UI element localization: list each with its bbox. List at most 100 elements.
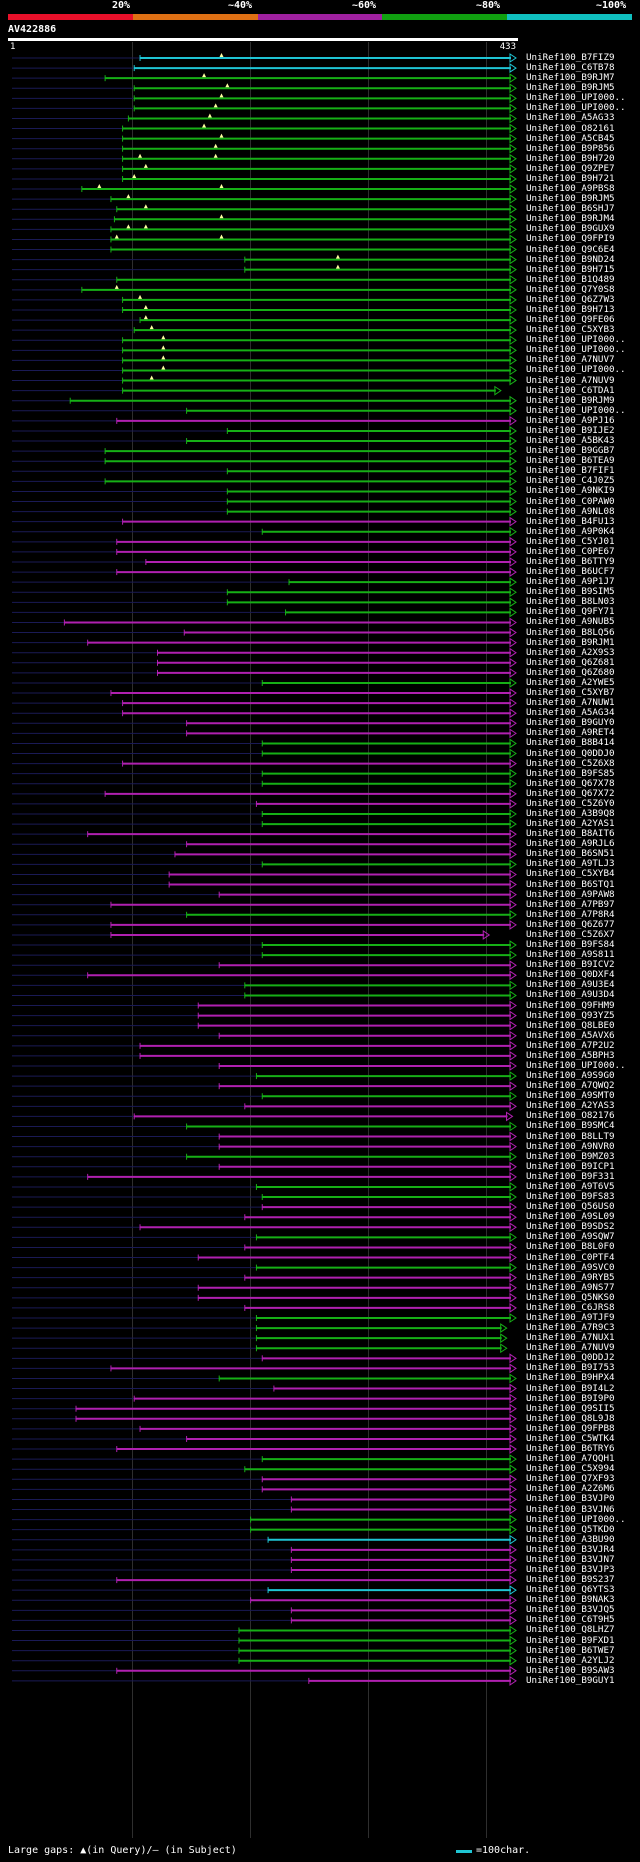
- hit-label[interactable]: UniRef100_A7P2U2: [526, 1039, 615, 1051]
- hit-label[interactable]: UniRef100_B4FU13: [526, 515, 615, 527]
- hit-label[interactable]: UniRef100_A9TLJ3: [526, 858, 615, 870]
- hit-label[interactable]: UniRef100_A9PAW8: [526, 888, 615, 900]
- hit-label[interactable]: UniRef100_B3VJQ5: [526, 1604, 615, 1616]
- hit-label[interactable]: UniRef100_A7QQH1: [526, 1453, 615, 1465]
- hit-label[interactable]: UniRef100_A9PJ16: [526, 414, 615, 426]
- hit-label[interactable]: UniRef100_C5X994: [526, 1463, 615, 1475]
- hit-label[interactable]: UniRef100_B9FXD1: [526, 1634, 615, 1646]
- hit-label[interactable]: UniRef100_Q6Z7W3: [526, 293, 615, 305]
- hit-label[interactable]: UniRef100_B9H715: [526, 263, 615, 275]
- hit-label[interactable]: UniRef100_B9IJE2: [526, 424, 615, 436]
- hit-label[interactable]: UniRef100_B9F331: [526, 1170, 615, 1182]
- hit-label[interactable]: UniRef100_B9RJM5: [526, 193, 615, 205]
- hit-label[interactable]: UniRef100_A7QWQ2: [526, 1080, 615, 1092]
- hit-label[interactable]: UniRef100_Q7Y0S8: [526, 283, 615, 295]
- hit-label[interactable]: UniRef100_B6UCF7: [526, 566, 615, 578]
- hit-label[interactable]: UniRef100_C6TDA1: [526, 384, 615, 396]
- hit-label[interactable]: UniRef100_A7R9C3: [526, 1322, 615, 1334]
- hit-label[interactable]: UniRef100_UPI000..: [526, 334, 626, 346]
- hit-label[interactable]: UniRef100_A9SVC0: [526, 1261, 615, 1273]
- hit-label[interactable]: UniRef100_B8L0F0: [526, 1241, 615, 1253]
- hit-label[interactable]: UniRef100_A9SL09: [526, 1211, 615, 1223]
- hit-label[interactable]: UniRef100_B8B414: [526, 737, 615, 749]
- hit-label[interactable]: UniRef100_B9ICP1: [526, 1160, 615, 1172]
- hit-label[interactable]: UniRef100_C5Z6Y0: [526, 797, 615, 809]
- hit-label[interactable]: UniRef100_B3VJP0: [526, 1493, 615, 1505]
- hit-label[interactable]: UniRef100_Q6YTS3: [526, 1584, 615, 1596]
- hit-label[interactable]: UniRef100_B9FS85: [526, 767, 615, 779]
- hit-label[interactable]: UniRef100_B9FS83: [526, 1191, 615, 1203]
- hit-label[interactable]: UniRef100_B8LLT9: [526, 1130, 615, 1142]
- hit-label[interactable]: UniRef100_A3BU90: [526, 1533, 615, 1545]
- hit-label[interactable]: UniRef100_B9H713: [526, 304, 615, 315]
- hit-label[interactable]: UniRef100_A9NS77: [526, 1281, 615, 1293]
- hit-label[interactable]: UniRef100_A7NUV9: [526, 374, 615, 386]
- hit-label[interactable]: UniRef100_C5WTK4: [526, 1432, 615, 1444]
- hit-label[interactable]: UniRef100_A7PB97: [526, 898, 615, 910]
- hit-label[interactable]: UniRef100_Q9FPI9: [526, 233, 615, 245]
- hit-label[interactable]: UniRef100_Q9C6E4: [526, 243, 615, 255]
- hit-label[interactable]: UniRef100_Q67X72: [526, 787, 615, 799]
- hit-label[interactable]: UniRef100_Q8LHZ7: [526, 1624, 615, 1636]
- hit-label[interactable]: UniRef100_A9NUB5: [526, 616, 615, 628]
- hit-label[interactable]: UniRef100_Q56US0: [526, 1201, 615, 1213]
- hit-label[interactable]: UniRef100_B6SHJ7: [526, 203, 615, 215]
- hit-label[interactable]: UniRef100_A9TJF9: [526, 1312, 615, 1323]
- hit-label[interactable]: UniRef100_Q0DDJ2: [526, 1352, 615, 1364]
- hit-label[interactable]: UniRef100_C5XYB3: [526, 324, 615, 336]
- hit-label[interactable]: UniRef100_A9RET4: [526, 727, 615, 739]
- hit-label[interactable]: UniRef100_C5Z6X8: [526, 757, 615, 769]
- hit-label[interactable]: UniRef100_Q5NKS0: [526, 1291, 615, 1303]
- hit-label[interactable]: UniRef100_B3VJP3: [526, 1564, 615, 1575]
- hit-label[interactable]: UniRef100_A7NUX1: [526, 1332, 615, 1344]
- hit-label[interactable]: UniRef100_B9RJM4: [526, 213, 615, 225]
- hit-label[interactable]: UniRef100_B6STQ1: [526, 878, 615, 890]
- hit-label[interactable]: UniRef100_A2YWE5: [526, 676, 615, 688]
- hit-label[interactable]: UniRef100_B9I753: [526, 1362, 615, 1374]
- hit-label[interactable]: UniRef100_UPI000..: [526, 1060, 626, 1071]
- hit-label[interactable]: UniRef100_B9RJM9: [526, 394, 615, 406]
- hit-label[interactable]: UniRef100_C5XYB4: [526, 868, 615, 880]
- hit-label[interactable]: UniRef100_B9P856: [526, 142, 615, 154]
- hit-label[interactable]: UniRef100_Q8L9J8: [526, 1412, 615, 1424]
- hit-label[interactable]: UniRef100_B9SAW3: [526, 1664, 615, 1676]
- hit-label[interactable]: UniRef100_B6TEA9: [526, 455, 615, 467]
- hit-label[interactable]: UniRef100_B3VJN6: [526, 1503, 615, 1515]
- hit-label[interactable]: UniRef100_A9NKI9: [526, 485, 615, 497]
- hit-label[interactable]: UniRef100_A5AG34: [526, 707, 615, 719]
- hit-label[interactable]: UniRef100_A9S811: [526, 949, 615, 961]
- hit-label[interactable]: UniRef100_B3VJR4: [526, 1543, 615, 1555]
- hit-label[interactable]: UniRef100_Q93YZ5: [526, 1009, 615, 1021]
- hit-label[interactable]: UniRef100_A5CB45: [526, 132, 615, 144]
- hit-label[interactable]: UniRef100_A2YAS3: [526, 1100, 615, 1112]
- hit-label[interactable]: UniRef100_B9RJM1: [526, 636, 615, 648]
- hit-label[interactable]: UniRef100_A7NUV7: [526, 354, 615, 366]
- hit-label[interactable]: UniRef100_B9ND24: [526, 253, 615, 265]
- hit-label[interactable]: UniRef100_A9PBS8: [526, 183, 615, 195]
- hit-label[interactable]: UniRef100_A9SQW7: [526, 1231, 615, 1243]
- hit-label[interactable]: UniRef100_B9H720: [526, 152, 615, 164]
- hit-label[interactable]: UniRef100_A9RJL6: [526, 838, 615, 850]
- hit-label[interactable]: UniRef100_A9T6V5: [526, 1180, 615, 1192]
- hit-label[interactable]: UniRef100_B9I9P0: [526, 1392, 615, 1404]
- hit-label[interactable]: UniRef100_Q6Z681: [526, 656, 615, 668]
- hit-label[interactable]: UniRef100_B8LN03: [526, 596, 615, 608]
- hit-label[interactable]: UniRef100_A5AG33: [526, 112, 615, 124]
- hit-label[interactable]: UniRef100_B6TWE7: [526, 1644, 615, 1656]
- hit-label[interactable]: UniRef100_C4J0Z5: [526, 475, 615, 487]
- hit-label[interactable]: UniRef100_B9S237: [526, 1574, 615, 1586]
- hit-label[interactable]: UniRef100_C6TB78: [526, 62, 615, 74]
- hit-label[interactable]: UniRef100_B8LQ56: [526, 626, 615, 638]
- hit-label[interactable]: UniRef100_B9RJM5: [526, 82, 615, 94]
- hit-label[interactable]: UniRef100_C6T9H5: [526, 1614, 615, 1626]
- hit-label[interactable]: UniRef100_B7FIZ9: [526, 52, 615, 63]
- hit-label[interactable]: UniRef100_A2YAS1: [526, 818, 615, 830]
- hit-label[interactable]: UniRef100_Q0DXF4: [526, 969, 615, 981]
- hit-label[interactable]: UniRef100_B9SIM5: [526, 586, 615, 598]
- hit-label[interactable]: UniRef100_UPI000..: [526, 404, 626, 416]
- hit-label[interactable]: UniRef100_UPI000..: [526, 344, 626, 356]
- hit-label[interactable]: UniRef100_Q9SII5: [526, 1402, 615, 1414]
- hit-label[interactable]: UniRef100_UPI000..: [526, 1513, 626, 1525]
- hit-label[interactable]: UniRef100_B6TTY9: [526, 556, 615, 567]
- hit-label[interactable]: UniRef100_B9FS84: [526, 939, 615, 951]
